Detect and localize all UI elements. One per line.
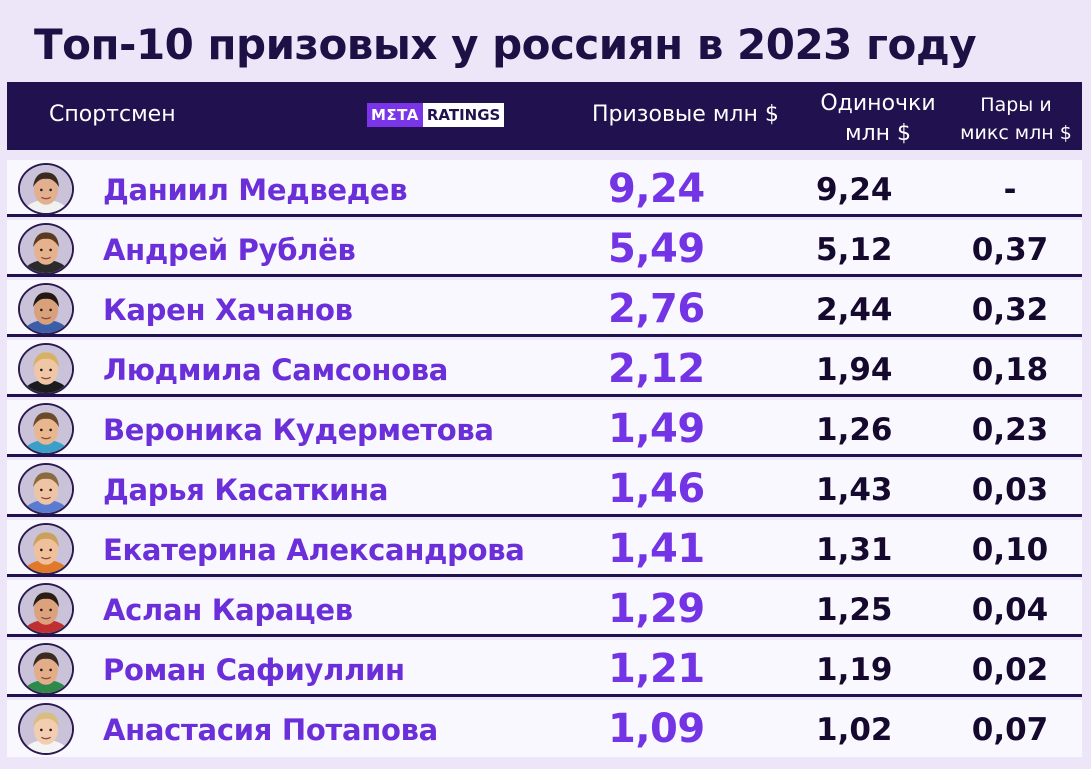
- athlete-name: Вероника Кудерметова: [103, 413, 494, 447]
- prize-value: 1,21: [608, 646, 705, 692]
- player-avatar-icon: [18, 403, 74, 455]
- table-row: Дарья Касаткина 1,46 1,43 0,03: [7, 460, 1082, 517]
- doubles-value: 0,07: [971, 712, 1049, 748]
- table-row: Карен Хачанов 2,76 2,44 0,32: [7, 280, 1082, 337]
- doubles-value: 0,02: [971, 652, 1049, 688]
- header-doubles-line1: Пары и: [980, 94, 1052, 116]
- player-avatar-icon: [18, 163, 74, 215]
- singles-value: 2,44: [816, 292, 893, 328]
- header-singles-line2: млн $: [844, 121, 912, 146]
- header-prize: Призовые млн $: [592, 102, 779, 127]
- singles-value: 1,25: [816, 592, 893, 628]
- table-row: Людмила Самсонова 2,12 1,94 0,18: [7, 340, 1082, 397]
- doubles-value: 0,03: [971, 472, 1049, 508]
- athlete-name: Аслан Карацев: [103, 593, 353, 627]
- singles-value: 1,94: [816, 352, 893, 388]
- table-header: Спортсмен MΣTA RATINGS Призовые млн $ Од…: [7, 82, 1082, 150]
- table-row: Аслан Карацев 1,29 1,25 0,04: [7, 580, 1082, 637]
- prize-value: 2,12: [608, 346, 705, 392]
- athlete-name: Екатерина Александрова: [103, 533, 525, 567]
- table-row: Екатерина Александрова 1,41 1,31 0,10: [7, 520, 1082, 577]
- singles-value: 1,19: [816, 652, 893, 688]
- table-row: Вероника Кудерметова 1,49 1,26 0,23: [7, 400, 1082, 457]
- header-singles: Одиночки млн $: [813, 89, 943, 149]
- player-avatar-icon: [18, 643, 74, 695]
- doubles-value: 0,32: [971, 292, 1049, 328]
- prize-value: 1,46: [608, 466, 705, 512]
- athlete-name: Даниил Медведев: [103, 173, 408, 207]
- singles-value: 1,02: [816, 712, 893, 748]
- athlete-name: Роман Сафиуллин: [103, 653, 405, 687]
- table-row: Роман Сафиуллин 1,21 1,19 0,02: [7, 640, 1082, 697]
- player-avatar-icon: [18, 343, 74, 395]
- singles-value: 5,12: [816, 232, 893, 268]
- doubles-value: 0,37: [971, 232, 1049, 268]
- player-avatar-icon: [18, 703, 74, 755]
- player-avatar-icon: [18, 283, 74, 335]
- singles-value: 1,31: [816, 532, 893, 568]
- doubles-value: 0,10: [971, 532, 1049, 568]
- header-doubles-line2: микс млн $: [960, 122, 1072, 144]
- chart-title: Топ-10 призовых у россиян в 2023 году: [34, 20, 977, 69]
- doubles-value: 0,23: [971, 412, 1049, 448]
- meta-ratings-logo: MΣTA RATINGS: [367, 103, 505, 127]
- athlete-name: Дарья Касаткина: [103, 473, 389, 507]
- athlete-name: Людмила Самсонова: [103, 353, 449, 387]
- doubles-value: 0,18: [971, 352, 1049, 388]
- player-avatar-icon: [18, 523, 74, 575]
- player-avatar-icon: [18, 463, 74, 515]
- singles-value: 1,43: [816, 472, 893, 508]
- singles-value: 9,24: [816, 172, 893, 208]
- athlete-name: Андрей Рублёв: [103, 233, 356, 267]
- athlete-name: Карен Хачанов: [103, 293, 353, 327]
- header-athlete: Спортсмен: [49, 102, 176, 127]
- singles-value: 1,26: [816, 412, 893, 448]
- logo-meta-text: MΣTA: [367, 103, 423, 127]
- doubles-value: 0,04: [971, 592, 1049, 628]
- prize-value: 1,09: [608, 706, 705, 752]
- prize-value: 9,24: [608, 166, 705, 212]
- prize-value: 1,41: [608, 526, 705, 572]
- player-avatar-icon: [18, 223, 74, 275]
- player-avatar-icon: [18, 583, 74, 635]
- header-doubles: Пары и микс млн $: [953, 91, 1079, 147]
- table-row: Андрей Рублёв 5,49 5,12 0,37: [7, 220, 1082, 277]
- prize-value: 5,49: [608, 226, 705, 272]
- prize-value: 1,49: [608, 406, 705, 452]
- table-row: Анастасия Потапова 1,09 1,02 0,07: [7, 700, 1082, 757]
- header-singles-line1: Одиночки: [820, 91, 936, 116]
- prize-value: 2,76: [608, 286, 705, 332]
- athlete-name: Анастасия Потапова: [103, 713, 438, 747]
- doubles-value: -: [1003, 172, 1017, 208]
- prize-value: 1,29: [608, 586, 705, 632]
- logo-ratings-text: RATINGS: [422, 103, 505, 127]
- table-row: Даниил Медведев 9,24 9,24 -: [7, 160, 1082, 217]
